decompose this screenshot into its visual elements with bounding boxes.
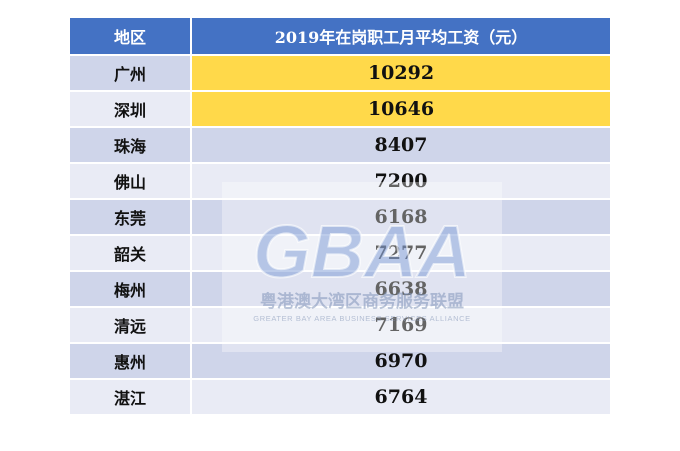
table-row: 东莞 6168 xyxy=(68,198,612,236)
table-row: 佛山 7200 xyxy=(68,162,612,200)
table-row: 惠州 6970 xyxy=(68,342,612,380)
region-cell: 韶关 xyxy=(68,234,192,272)
wage-cell: 7200 xyxy=(190,162,612,200)
wage-cell: 7277 xyxy=(190,234,612,272)
wage-cell: 10292 xyxy=(190,54,612,92)
wage-cell: 6168 xyxy=(190,198,612,236)
region-cell: 清远 xyxy=(68,306,192,344)
table-row: 广州 10292 xyxy=(68,54,612,92)
table-row: 清远 7169 xyxy=(68,306,612,344)
wage-table: 地区 2019年在岗职工月平均工资（元） 广州 10292 深圳 10646 珠… xyxy=(68,16,612,416)
table-header-row: 地区 2019年在岗职工月平均工资（元） xyxy=(68,16,612,56)
table-row: 韶关 7277 xyxy=(68,234,612,272)
table-row: 深圳 10646 xyxy=(68,90,612,128)
wage-cell: 10646 xyxy=(190,90,612,128)
wage-cell: 6764 xyxy=(190,378,612,416)
region-cell: 深圳 xyxy=(68,90,192,128)
region-cell: 梅州 xyxy=(68,270,192,308)
wage-cell: 6638 xyxy=(190,270,612,308)
table-row: 湛江 6764 xyxy=(68,378,612,416)
wage-cell: 8407 xyxy=(190,126,612,164)
region-cell: 东莞 xyxy=(68,198,192,236)
region-cell: 珠海 xyxy=(68,126,192,164)
wage-cell: 6970 xyxy=(190,342,612,380)
region-cell: 广州 xyxy=(68,54,192,92)
wage-cell: 7169 xyxy=(190,306,612,344)
header-region: 地区 xyxy=(68,16,192,56)
region-cell: 佛山 xyxy=(68,162,192,200)
table-row: 梅州 6638 xyxy=(68,270,612,308)
region-cell: 惠州 xyxy=(68,342,192,380)
region-cell: 湛江 xyxy=(68,378,192,416)
header-wage: 2019年在岗职工月平均工资（元） xyxy=(190,16,612,56)
table-row: 珠海 8407 xyxy=(68,126,612,164)
